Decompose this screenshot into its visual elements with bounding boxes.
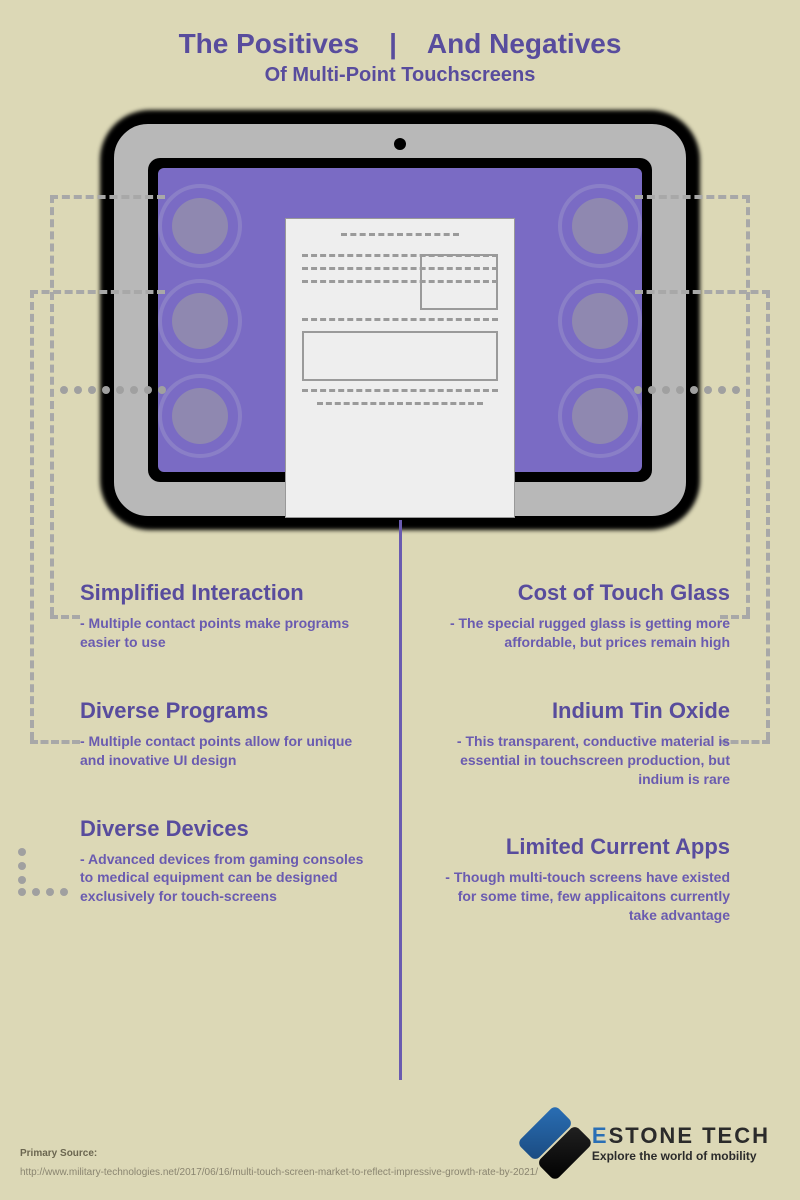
touchpoint-icon [572, 198, 628, 254]
item-text: - Multiple contact points allow for uniq… [80, 732, 380, 770]
item-text: - Multiple contact points make programs … [80, 614, 380, 652]
item-title: Indium Tin Oxide [430, 698, 730, 724]
connector-line [50, 615, 80, 619]
item-text: - The special rugged glass is getting mo… [430, 614, 730, 652]
connector-line [30, 290, 165, 294]
touchpoint-icon [172, 198, 228, 254]
item-title: Limited Current Apps [430, 834, 730, 860]
tablet-illustration [110, 120, 690, 520]
connector-dots [18, 888, 68, 896]
connector-line [50, 195, 54, 615]
positive-item: Diverse Devices - Advanced devices from … [80, 816, 380, 907]
document-mock [285, 218, 515, 518]
touchpoint-icon [172, 293, 228, 349]
source-url: http://www.military-technologies.net/201… [20, 1167, 538, 1178]
connector-line [635, 290, 770, 294]
negative-item: Cost of Touch Glass - The special rugged… [430, 580, 730, 652]
negative-item: Indium Tin Oxide - This transparent, con… [430, 698, 730, 789]
title-row: The Positives | And Negatives [0, 0, 800, 60]
item-title: Simplified Interaction [80, 580, 380, 606]
connector-line [50, 195, 165, 199]
logo: ESTONE TECH Explore the world of mobilit… [528, 1116, 770, 1170]
connector-dots [60, 386, 166, 394]
logo-icon [517, 1105, 593, 1181]
item-title: Diverse Devices [80, 816, 380, 842]
item-text: - Advanced devices from gaming consoles … [80, 850, 380, 907]
source-citation: Primary Source: http://www.military-tech… [20, 1148, 538, 1178]
positives-column: Simplified Interaction - Multiple contac… [80, 580, 380, 952]
item-text: - This transparent, conductive material … [430, 732, 730, 789]
title-positives: The Positives [179, 28, 360, 60]
connector-line [635, 195, 750, 199]
item-title: Diverse Programs [80, 698, 380, 724]
title-separator: | [389, 28, 397, 60]
connector-line [30, 740, 80, 744]
item-title: Cost of Touch Glass [430, 580, 730, 606]
negatives-column: Cost of Touch Glass - The special rugged… [430, 580, 730, 971]
item-text: - Though multi-touch screens have existe… [430, 868, 730, 925]
title-negatives: And Negatives [427, 28, 622, 60]
center-divider [399, 520, 402, 1080]
touchpoint-icon [572, 388, 628, 444]
connector-line [766, 290, 770, 740]
positive-item: Diverse Programs - Multiple contact poin… [80, 698, 380, 770]
subtitle: Of Multi-Point Touchscreens [0, 64, 800, 87]
touchpoint-icon [572, 293, 628, 349]
camera-icon [394, 138, 406, 150]
connector-line [746, 195, 750, 615]
connector-dots [634, 386, 740, 394]
negative-item: Limited Current Apps - Though multi-touc… [430, 834, 730, 925]
positive-item: Simplified Interaction - Multiple contac… [80, 580, 380, 652]
logo-name: ESTONE TECH [592, 1123, 770, 1149]
touchpoint-icon [172, 388, 228, 444]
connector-dots [18, 848, 26, 884]
logo-tagline: Explore the world of mobility [592, 1149, 770, 1163]
connector-line [30, 290, 34, 740]
source-label: Primary Source: [20, 1148, 538, 1159]
